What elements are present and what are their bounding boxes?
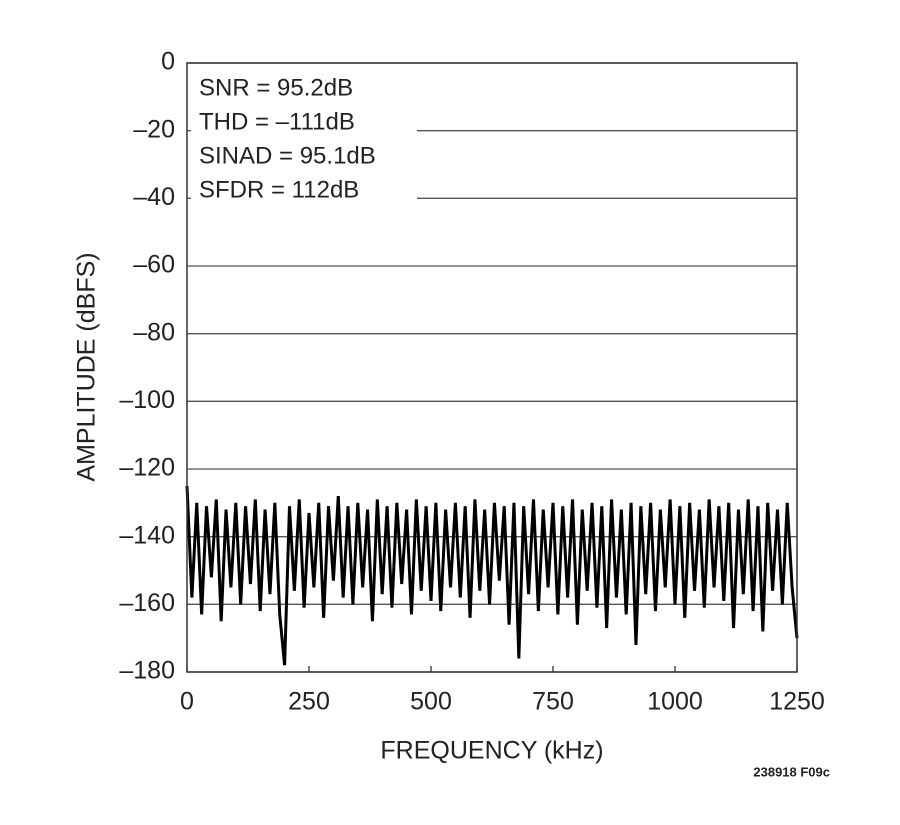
y-tick-label: 0 bbox=[161, 48, 175, 76]
annotation: THD = –111dB bbox=[199, 108, 355, 135]
plot-frame bbox=[186, 62, 798, 673]
y-tick-label: –100 bbox=[119, 386, 175, 414]
y-tick-label: –80 bbox=[133, 318, 175, 346]
x-tick-label: 500 bbox=[410, 688, 452, 716]
y-tick-label: –160 bbox=[119, 589, 175, 617]
x-tick-label: 1000 bbox=[647, 688, 703, 716]
annotation: SFDR = 112dB bbox=[199, 176, 359, 203]
x-tick-label: 0 bbox=[180, 688, 194, 716]
annotation: SNR = 95.2dB bbox=[199, 74, 353, 101]
figure-code: 238918 F09c bbox=[753, 764, 830, 779]
y-tick-label: –40 bbox=[133, 183, 175, 211]
spectrum-line bbox=[185, 485, 799, 666]
y-tick-label: –140 bbox=[119, 521, 175, 549]
y-tick-label: –20 bbox=[133, 115, 175, 143]
x-tick-label: 250 bbox=[288, 688, 330, 716]
y-tick-label: –60 bbox=[133, 251, 175, 279]
x-axis-label: FREQUENCY (kHz) bbox=[380, 737, 603, 765]
x-tick-label: 750 bbox=[532, 688, 574, 716]
y-axis-label: AMPLITUDE (dBFS) bbox=[73, 252, 101, 481]
y-tick-label: –180 bbox=[119, 657, 175, 685]
x-tick-label: 1250 bbox=[769, 688, 825, 716]
annotation-background bbox=[191, 69, 417, 219]
annotation: SINAD = 95.1dB bbox=[199, 142, 376, 169]
y-tick-label: –120 bbox=[119, 454, 175, 482]
